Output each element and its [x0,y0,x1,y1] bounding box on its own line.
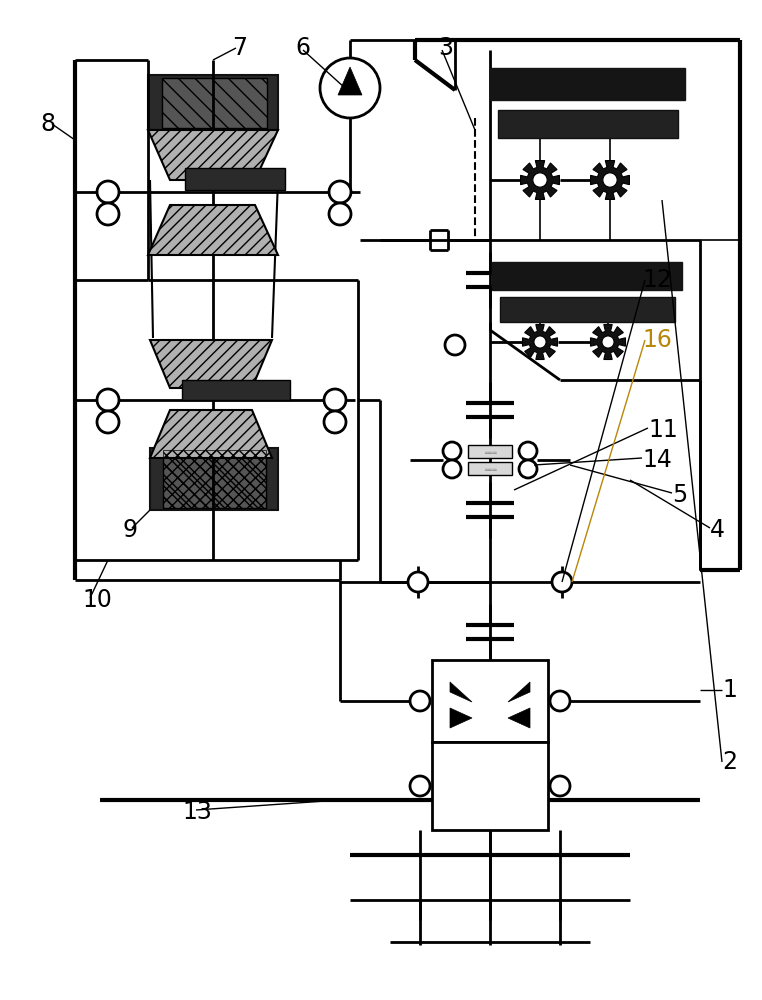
Circle shape [550,691,570,711]
Text: 3: 3 [438,36,453,60]
Bar [163,450,266,508]
Polygon shape [591,324,626,360]
Text: 14: 14 [642,448,672,472]
Circle shape [97,203,119,225]
Polygon shape [150,340,272,388]
Circle shape [329,203,351,225]
Circle shape [329,181,351,203]
Circle shape [97,389,119,411]
Polygon shape [150,410,272,458]
Circle shape [443,442,461,460]
Polygon shape [508,682,530,702]
Circle shape [550,776,570,796]
Circle shape [97,181,119,203]
Polygon shape [523,324,558,360]
Text: 5: 5 [672,483,687,507]
Circle shape [97,411,119,433]
Bar [490,68,685,100]
Circle shape [519,460,537,478]
Polygon shape [148,205,278,255]
Bar [432,742,548,830]
Circle shape [602,336,614,348]
Polygon shape [338,67,362,95]
Text: ═══: ═══ [484,449,496,455]
Bar [498,110,678,138]
Text: 6: 6 [295,36,310,60]
Polygon shape [148,130,278,180]
Circle shape [603,173,617,187]
Circle shape [533,173,547,187]
Bar [185,168,285,190]
Circle shape [445,335,465,355]
Polygon shape [520,161,559,199]
Text: 12: 12 [642,268,672,292]
Circle shape [410,776,430,796]
Polygon shape [450,682,472,702]
Bar [150,448,278,510]
Bar [162,78,267,128]
Circle shape [519,442,537,460]
Circle shape [410,691,430,711]
Text: 10: 10 [82,588,112,612]
Text: ═══: ═══ [484,466,496,472]
Text: 7: 7 [232,36,247,60]
Circle shape [552,572,572,592]
Bar [182,380,290,400]
Text: 16: 16 [642,328,672,352]
Text: 1: 1 [722,678,737,702]
Bar [468,445,512,458]
Bar [468,462,512,475]
Text: 11: 11 [648,418,677,442]
Circle shape [320,58,380,118]
Bar [432,660,548,742]
Circle shape [534,336,546,348]
Text: 8: 8 [40,112,55,136]
Circle shape [408,572,428,592]
Bar [500,297,675,322]
Text: 9: 9 [122,518,137,542]
Bar [492,262,682,290]
Bar [163,450,266,508]
Text: 2: 2 [722,750,737,774]
Bar [148,75,278,130]
Polygon shape [591,161,629,199]
Text: 4: 4 [710,518,725,542]
Circle shape [324,411,346,433]
Text: 13: 13 [182,800,212,824]
Polygon shape [508,708,530,728]
Polygon shape [450,708,472,728]
Circle shape [443,460,461,478]
Circle shape [324,389,346,411]
